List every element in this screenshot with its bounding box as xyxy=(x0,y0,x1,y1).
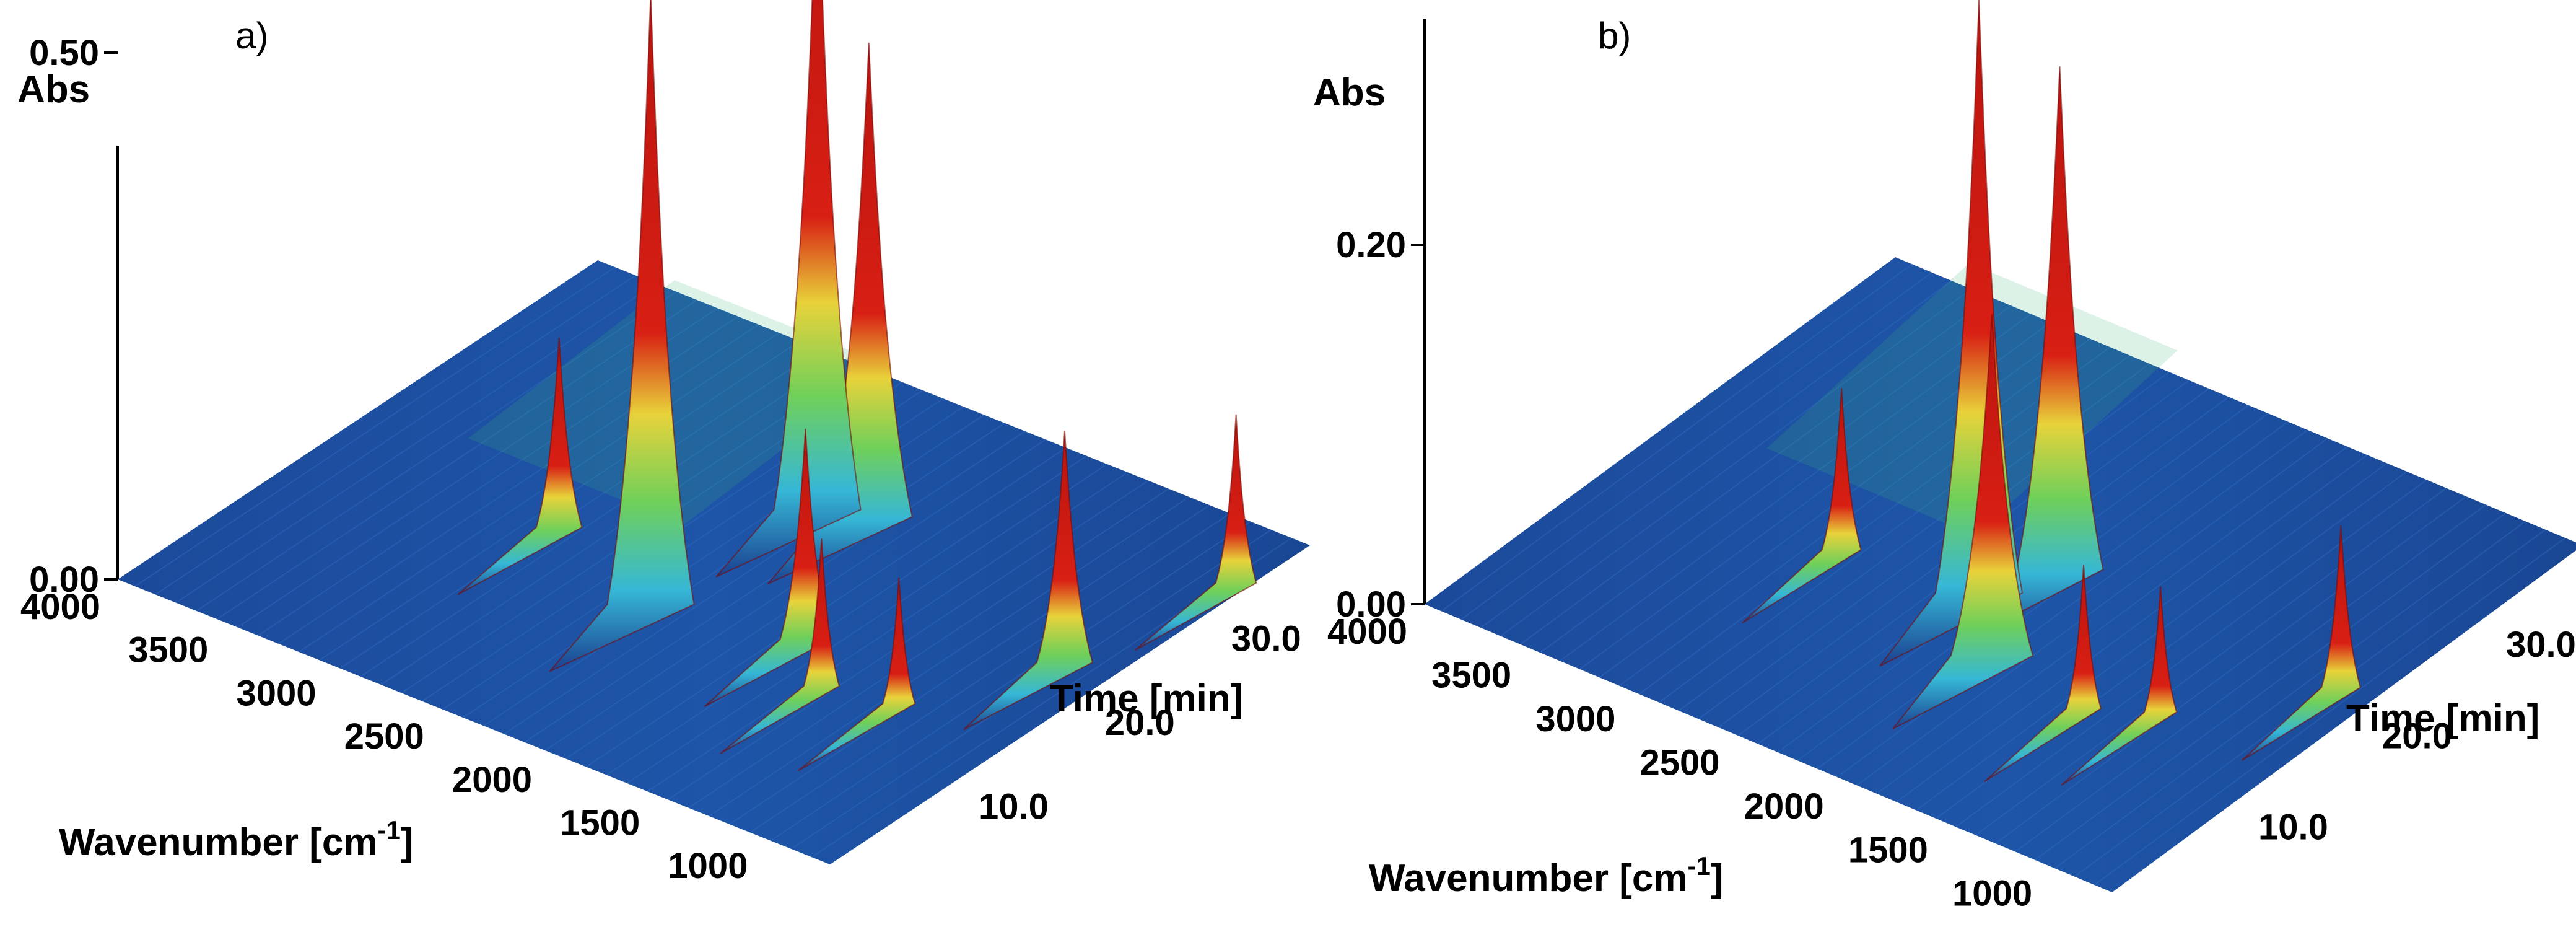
panel-b-surface-ridge xyxy=(1638,346,2111,695)
panel-b-peak xyxy=(1742,388,1862,623)
panel-a-peak xyxy=(715,0,862,578)
panel-b-x-tick-label: 1500 xyxy=(1848,830,1928,870)
panel-b-x-tick-label: 3000 xyxy=(1535,699,1615,739)
panel-a-surface-ridge xyxy=(360,356,841,677)
panel-a-y-tick-label: 10.0 xyxy=(979,786,1049,827)
panel-a-x-label: Wavenumber [cm-1] xyxy=(59,815,414,864)
panel-a-peak xyxy=(720,538,840,754)
panel-b-surface-ridge xyxy=(2094,537,2566,886)
panel-a-z-tick-label: 0.50 xyxy=(29,33,99,73)
panel-b-x-tick-label: 2500 xyxy=(1640,742,1720,783)
panel-a-x-tick-label: 2500 xyxy=(344,716,424,757)
panel-a-y-label: Time [min] xyxy=(1050,677,1243,720)
panel-a-x-tick-label: 1000 xyxy=(668,846,748,886)
panel-a-surface-ridge xyxy=(544,431,1026,751)
panel-b-surface-ridge xyxy=(1995,496,2467,844)
panel-a-surface-ridge xyxy=(196,291,677,612)
panel-a-surface-band xyxy=(468,280,891,525)
panel-b-surface-ridge xyxy=(1876,446,2348,794)
panel-b-surface-ridge xyxy=(2014,504,2487,853)
panel-a-peak xyxy=(457,337,583,596)
panel-b-y-tick-label: 20.0 xyxy=(2382,716,2452,756)
panel-a-surface-ridge xyxy=(709,496,1190,817)
panel-b-x-tick-label: 1000 xyxy=(1952,874,2032,914)
panel-b-surface-ridge xyxy=(1856,437,2328,786)
panel-a-x-tick-label: 3000 xyxy=(236,673,316,713)
panel-a-surface-ridge xyxy=(134,266,616,587)
panel-b-y-tick-label: 10.0 xyxy=(2258,807,2328,848)
panel-b-label: b) xyxy=(1598,15,1631,56)
panel-b-peak xyxy=(1984,565,2102,783)
panel-b-y-tick-label: 30.0 xyxy=(2506,625,2576,665)
panel-b-plot: 0.00 0.20 4000 3500 3000 2500 2000 1500 1000 10.0… xyxy=(1327,0,2576,914)
panel-b-surface-ridge xyxy=(2034,512,2507,861)
panel-a-z-tick-label: 0.00 xyxy=(29,560,99,600)
panel-b-x-label: Wavenumber [cm-1] xyxy=(1369,851,1724,900)
panel-b-surface-ridge xyxy=(1480,280,1952,628)
panel-a-x-tick-label: 3500 xyxy=(128,630,208,670)
panel-b-surface-ridge xyxy=(2054,521,2526,869)
panel-b-surface-ridge xyxy=(1836,429,2308,778)
panel-a-surface-floor xyxy=(118,260,1310,864)
panel-a-surface-ridge xyxy=(626,464,1107,784)
panel-b-surface-ridge xyxy=(1560,313,2032,662)
panel-a-surface-ridge xyxy=(688,488,1169,809)
panel-a-surface-ridge xyxy=(278,324,759,644)
panel-b-surface-ridge xyxy=(1500,288,1972,637)
panel-b-peak xyxy=(1960,66,2104,643)
panel-a-peak xyxy=(797,577,916,771)
panel-b-x-tick-label: 3500 xyxy=(1431,655,1511,695)
panel-a-surface-ridge xyxy=(504,414,985,735)
panel-b-surface-ridge xyxy=(1896,454,2368,802)
panel-a-z-label: Abs xyxy=(17,68,90,111)
panel-b-surface-ridge xyxy=(1441,263,1913,612)
panel-b-peak xyxy=(2061,586,2178,786)
panel-b-surface-ridge xyxy=(1618,338,2091,687)
panel-b-z-label: Abs xyxy=(1313,71,1386,114)
panel-a-label: a) xyxy=(235,15,268,56)
panel-a-surface-ridge xyxy=(770,521,1251,842)
panel-a-surface-ridge xyxy=(729,504,1210,825)
panel-a-peak xyxy=(963,430,1094,731)
panel-a: a) Abs 0.00 0.50 4000 3500 3000 2500 2000 1500 1… xyxy=(17,0,1310,886)
panel-b-peak xyxy=(2241,525,2362,762)
panel-b-surface-ridge xyxy=(1916,462,2388,811)
panel-b: b) Abs 0.00 0.20 4000 3500 3000 2500 2000 1500 1… xyxy=(1313,0,2576,914)
panel-a-peak xyxy=(1134,414,1257,651)
panel-b-surface-ridge xyxy=(1698,371,2170,720)
panel-a-surface-ridge xyxy=(606,455,1087,776)
panel-a-peak xyxy=(549,0,695,672)
panel-a-plot: 0.00 0.50 4000 3500 3000 2500 2000 1500 1000 10.0… xyxy=(20,0,1310,886)
panel-a-x-tick-label: 4000 xyxy=(20,587,100,627)
panel-b-y-label: Time [min] xyxy=(2346,697,2539,740)
panel-b-x-tick-label: 2000 xyxy=(1744,786,1824,827)
panel-b-peak xyxy=(1892,314,2034,729)
panel-a-x-tick-label: 1500 xyxy=(560,802,640,843)
panel-b-surface-ridge xyxy=(1975,487,2447,836)
panel-a-surface-ridge xyxy=(339,348,821,669)
panel-a-peak xyxy=(767,42,913,585)
panel-a-surface-ridge xyxy=(524,422,1005,743)
panel-b-surface-ridge xyxy=(1540,305,2012,654)
panel-a-y-tick-label: 20.0 xyxy=(1105,703,1175,743)
panel-a-surface-ridge xyxy=(175,283,657,604)
panel-a-surface-ridge xyxy=(216,299,697,620)
panel-b-x-tick-label: 4000 xyxy=(1327,612,1407,652)
panel-a-surface-ridge xyxy=(155,275,636,596)
panel-b-z-tick-label: 0.00 xyxy=(1336,584,1406,625)
panel-a-surface-ridge xyxy=(749,512,1231,833)
panel-a-surface-ridge xyxy=(299,332,780,653)
panel-b-z-tick-label: 0.20 xyxy=(1336,225,1406,265)
panel-b-surface-ridge xyxy=(1460,271,1932,620)
panel-a-x-tick-label: 2000 xyxy=(452,760,532,800)
panel-a-y-tick-label: 30.0 xyxy=(1231,618,1301,659)
panel-b-surface-ridge xyxy=(1955,479,2427,828)
panel-a-surface-ridge xyxy=(647,472,1129,793)
panel-b-surface-ridge xyxy=(1520,297,1992,645)
